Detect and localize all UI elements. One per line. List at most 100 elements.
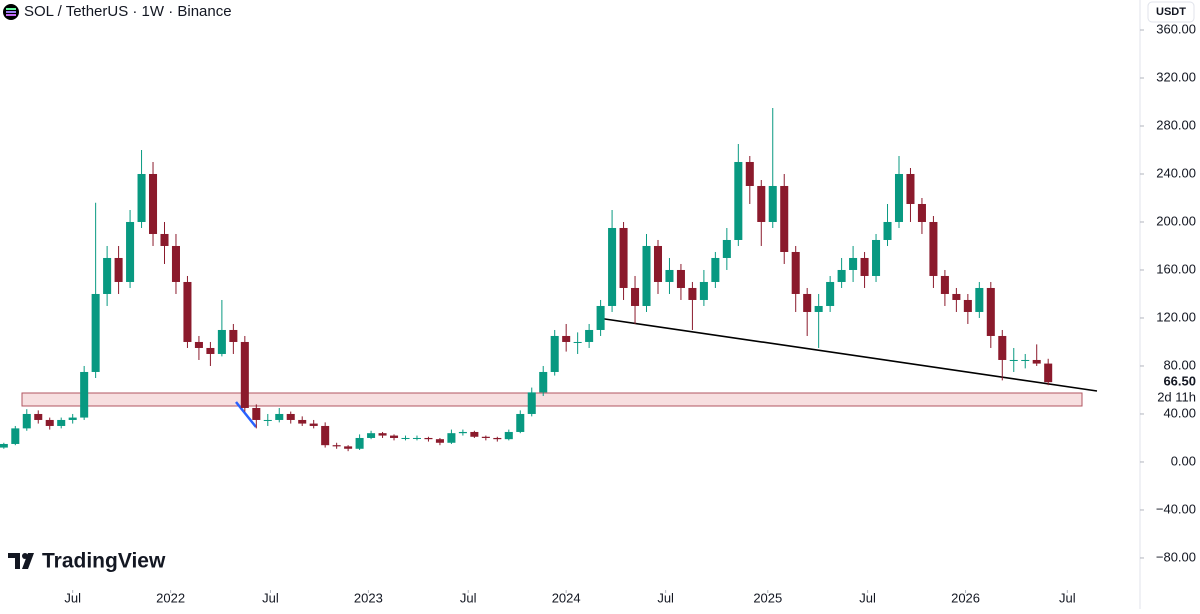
candle-body: [390, 435, 399, 438]
y-tick-label: 40.00: [1163, 405, 1196, 420]
y-tick-label: −80.00: [1156, 549, 1196, 564]
candle-body: [401, 437, 410, 439]
candle-body: [803, 293, 812, 312]
candle-body: [229, 329, 238, 342]
symbol-title: SOL / TetherUS · 1W · Binance: [24, 3, 232, 20]
candle-body: [34, 413, 43, 420]
candle-body: [596, 305, 605, 330]
trend-line: [597, 317, 1098, 392]
x-tick-label: Jul: [262, 590, 279, 605]
symbol-icon: [3, 4, 19, 20]
candle-body: [734, 161, 743, 240]
candle-body: [126, 221, 135, 282]
candle-body: [321, 425, 330, 446]
candle-body: [447, 433, 456, 443]
y-tick-label: 80.00: [1163, 357, 1196, 372]
candle-body: [814, 305, 823, 312]
y-tick-label: 240.00: [1156, 165, 1196, 180]
x-tick-label: Jul: [460, 590, 477, 605]
x-tick-label: 2022: [156, 590, 185, 605]
candle-body: [642, 245, 651, 306]
candle-body: [1044, 363, 1053, 383]
candle-body: [11, 428, 20, 444]
x-tick-label: 2024: [552, 590, 581, 605]
candle-body: [45, 419, 54, 426]
candle-body: [516, 413, 525, 432]
y-tick-label: 120.00: [1156, 309, 1196, 324]
x-tick-label: 2025: [753, 590, 782, 605]
candle-body: [80, 371, 89, 418]
x-tick-label: 2026: [951, 590, 980, 605]
candle-body: [860, 257, 869, 276]
brand-name: TradingView: [42, 550, 166, 573]
candle-body: [585, 329, 594, 342]
candle-body: [562, 335, 571, 342]
candle-body: [275, 413, 284, 420]
candle-body: [917, 203, 926, 222]
candle-body: [699, 281, 708, 300]
candle-body: [217, 329, 226, 354]
y-tick-label: 200.00: [1156, 213, 1196, 228]
candle-body: [631, 287, 640, 306]
x-tick-label: Jul: [657, 590, 674, 605]
candle-body: [894, 173, 904, 222]
candle-body: [91, 293, 100, 372]
candle-body: [688, 287, 697, 300]
candle-body: [68, 417, 77, 420]
candle-body: [952, 293, 961, 300]
candle-body: [883, 221, 892, 240]
candle-body: [458, 431, 467, 434]
candle-body: [963, 299, 972, 312]
candle-body: [929, 221, 938, 276]
candle-body: [780, 185, 789, 252]
candle-body: [1009, 359, 1018, 361]
candle-body: [286, 413, 295, 420]
candle-body: [183, 281, 192, 342]
candle-body: [103, 257, 112, 294]
x-tick-label: Jul: [64, 590, 81, 605]
candle-body: [711, 257, 720, 282]
candle-body: [986, 287, 995, 336]
candle-body: [791, 251, 800, 294]
candle-body: [768, 185, 777, 222]
candle-body: [470, 431, 479, 437]
candle-body: [619, 227, 628, 288]
candle-body: [435, 439, 444, 443]
candle-body: [344, 446, 353, 449]
y-tick-label: 0.00: [1171, 453, 1196, 468]
candle-body: [1021, 359, 1030, 361]
y-tick-label: 280.00: [1156, 117, 1196, 132]
y-tick-label: −40.00: [1156, 501, 1196, 516]
candle-body: [550, 335, 559, 372]
support-zone: [21, 392, 1083, 407]
candle-body: [481, 436, 490, 438]
y-tick-label: 320.00: [1156, 69, 1196, 84]
candle-body: [57, 419, 66, 426]
candle-body: [22, 413, 31, 429]
brand-logo: [8, 553, 34, 569]
candle-body: [504, 431, 513, 440]
candle-body: [114, 257, 123, 282]
candle-body: [412, 437, 421, 439]
y-tick-label: 160.00: [1156, 261, 1196, 276]
candle-body: [424, 437, 433, 440]
candle-body: [137, 173, 146, 222]
candle-body: [378, 433, 387, 436]
candle-body: [1032, 359, 1041, 364]
currency-label[interactable]: USDT: [1156, 6, 1186, 18]
candle-body: [676, 269, 685, 288]
candle-body: [849, 257, 858, 270]
x-tick-label: Jul: [859, 590, 876, 605]
candle-body: [206, 347, 215, 354]
x-tick-label: 2023: [354, 590, 383, 605]
candle-body: [367, 433, 376, 438]
drawing-line: [235, 401, 257, 428]
currency-button[interactable]: [1147, 1, 1195, 23]
candle-body: [0, 443, 8, 448]
candle-body: [665, 269, 674, 282]
candle-body: [149, 173, 158, 234]
candle-body: [240, 341, 249, 408]
candle-body: [160, 233, 169, 246]
